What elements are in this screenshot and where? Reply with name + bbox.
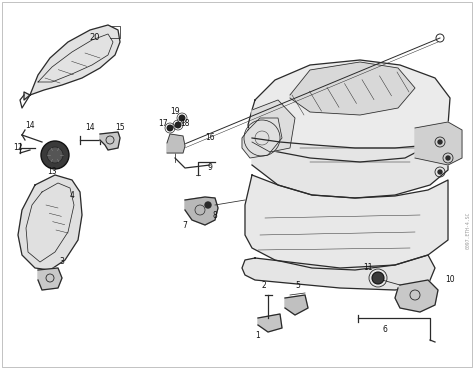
Text: 7: 7 [182,221,187,230]
Polygon shape [252,100,295,152]
Text: 9: 9 [208,163,212,172]
Text: 0097.ETH-4.SC: 0097.ETH-4.SC [465,211,471,249]
Circle shape [174,121,182,128]
Circle shape [446,156,450,160]
Text: 17: 17 [158,120,168,128]
Text: 10: 10 [445,276,455,284]
Polygon shape [248,60,450,162]
Polygon shape [285,295,308,315]
Polygon shape [24,25,120,100]
Text: 19: 19 [170,107,180,117]
Text: 13: 13 [47,168,57,176]
Text: 14: 14 [25,121,35,130]
Circle shape [438,140,442,144]
Polygon shape [38,268,62,290]
Polygon shape [100,132,120,150]
Circle shape [372,272,384,284]
Polygon shape [415,122,462,165]
Polygon shape [18,175,82,270]
Polygon shape [185,197,218,225]
Circle shape [438,170,442,174]
Polygon shape [167,134,185,153]
Polygon shape [242,118,282,158]
Polygon shape [258,314,282,332]
Text: 8: 8 [213,210,218,220]
Text: 4: 4 [70,190,74,200]
Text: 14: 14 [85,124,95,132]
Text: 11: 11 [363,263,373,272]
Polygon shape [245,175,448,270]
Circle shape [205,202,211,208]
Text: 18: 18 [180,120,190,128]
Polygon shape [290,62,415,115]
Circle shape [179,114,185,121]
Polygon shape [395,280,438,312]
Polygon shape [252,135,448,198]
Circle shape [41,141,69,169]
Text: 6: 6 [383,325,387,335]
Text: 1: 1 [255,331,260,339]
Text: 12: 12 [13,144,23,152]
Text: 20: 20 [90,34,100,42]
Text: 3: 3 [60,258,64,266]
Circle shape [47,147,63,163]
Text: 2: 2 [262,280,266,290]
Polygon shape [242,255,435,290]
Circle shape [166,124,173,131]
Text: 15: 15 [115,124,125,132]
Text: 5: 5 [296,280,301,290]
Text: 16: 16 [205,134,215,142]
